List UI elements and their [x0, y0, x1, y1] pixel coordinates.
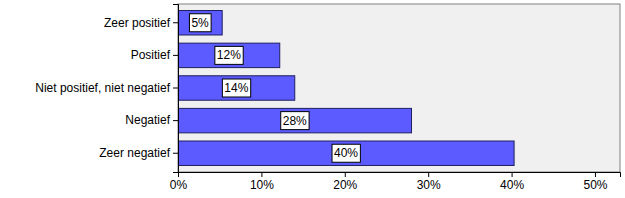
data-label-text: 40% [334, 146, 358, 160]
y-tick-mark [173, 55, 178, 56]
y-tick-label: Negatief [125, 113, 170, 127]
x-tick-label: 50% [583, 178, 607, 192]
data-label-box [222, 79, 250, 97]
x-tick: 50% [583, 172, 607, 192]
y-tick-label: Zeer negatief [99, 146, 170, 160]
y-axis-line [173, 5, 179, 173]
y-tick-mark [173, 88, 178, 89]
data-label: 28% [281, 112, 309, 130]
plot-frame [178, 4, 620, 172]
x-tick: 10% [250, 172, 274, 192]
data-label-text: 28% [283, 114, 307, 128]
x-tick: 0% [170, 172, 188, 192]
data-label-box [281, 112, 309, 130]
x-axis-line [179, 173, 621, 178]
x-axis: 0% 10% 20% 30% 40% 50% [170, 172, 621, 192]
data-label-box [189, 14, 211, 32]
data-label-text: 12% [217, 48, 241, 62]
bars [178, 11, 514, 166]
x-tick-label: 0% [170, 178, 188, 192]
bar [178, 11, 222, 35]
data-label: 14% [222, 79, 250, 97]
y-tick: Niet positief, niet negatief [35, 81, 178, 95]
bar [178, 76, 295, 100]
y-tick-label: Positief [131, 48, 171, 62]
x-tick: 30% [417, 172, 441, 192]
y-tick-mark [173, 153, 178, 154]
bar [178, 108, 412, 132]
y-tick-label: Zeer positief [104, 16, 171, 30]
y-tick-mark [173, 22, 178, 23]
y-tick: Zeer positief [104, 16, 178, 30]
y-tick-mark [173, 120, 178, 121]
x-tick-mark [428, 172, 429, 177]
x-tick-label: 40% [500, 178, 524, 192]
data-label: 12% [215, 46, 243, 64]
y-axis: Zeer positief Positief Niet positief, niet… [35, 5, 178, 173]
y-tick: Zeer negatief [99, 146, 178, 160]
data-labels: 5% 12% 14% 28% 40% [189, 14, 360, 162]
data-label-text: 5% [191, 16, 209, 30]
x-tick-label: 10% [250, 178, 274, 192]
bar [178, 43, 280, 67]
x-tick-label: 30% [417, 178, 441, 192]
x-tick-mark [512, 172, 513, 177]
x-tick-mark [345, 172, 346, 177]
y-tick-label: Niet positief, niet negatief [35, 81, 170, 95]
x-tick: 20% [333, 172, 357, 192]
data-label: 5% [189, 14, 211, 32]
bar [178, 141, 514, 165]
chart: 0% 10% 20% 30% 40% 50% Zeer positief Positief Ni… [0, 0, 625, 198]
data-label-box [332, 144, 360, 162]
x-tick-mark [261, 172, 262, 177]
x-tick-mark [595, 172, 596, 177]
y-tick: Positief [131, 48, 178, 62]
y-tick: Negatief [125, 113, 178, 127]
x-tick-label: 20% [333, 178, 357, 192]
data-label-text: 14% [224, 81, 248, 95]
data-label: 40% [332, 144, 360, 162]
x-tick: 40% [500, 172, 524, 192]
data-label-box [215, 46, 243, 64]
